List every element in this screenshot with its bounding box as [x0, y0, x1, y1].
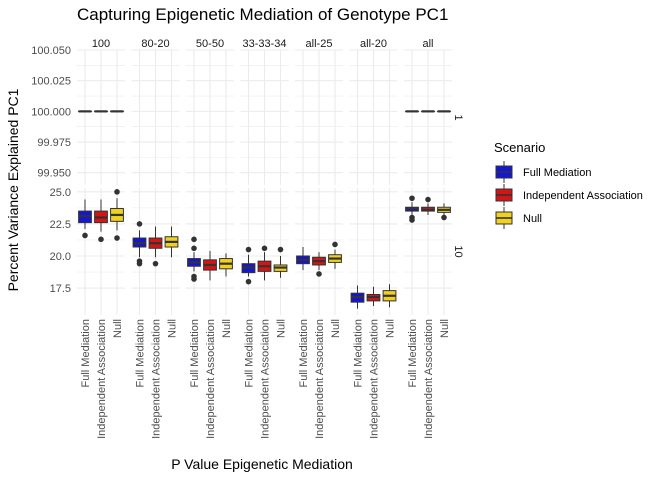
y-axis-title: Percent Variance Explained PC1	[5, 88, 21, 291]
legend-entry-label: Full Mediation	[523, 167, 591, 179]
x-tick-label: Independent Association	[96, 319, 108, 439]
x-tick-label: Null	[385, 319, 397, 338]
chart-title: Capturing Epigenetic Mediation of Genoty…	[77, 5, 448, 24]
box-outlier	[152, 260, 159, 267]
x-tick-label: Null	[167, 319, 179, 338]
x-tick-label: Independent Association	[369, 319, 381, 439]
x-tick-label: Full Mediation	[353, 319, 365, 387]
facet-column-label: 100	[92, 38, 110, 50]
legend: Scenario Full Mediation Independent Assoc…	[494, 140, 643, 229]
x-tick-label: Full Mediation	[189, 319, 201, 387]
facet-column-label: all-20	[360, 38, 387, 50]
x-tick-label: Null	[330, 319, 342, 338]
facet-column-label: all	[422, 38, 433, 50]
box-outlier	[82, 232, 88, 239]
box-outlier	[332, 241, 338, 248]
x-tick-label: Null	[276, 319, 288, 338]
y-tick-label: 20.0	[50, 251, 71, 263]
box-outlier	[136, 221, 143, 227]
panels-layer: 99.950 99.975 100.000 100.025 100.050 1 17.5 20…	[31, 38, 464, 439]
y-tick-label: 100.000	[31, 106, 71, 118]
legend-entry-label: Independent Association	[523, 190, 643, 202]
y-tick-label: 100.025	[31, 76, 71, 88]
legend-title: Scenario	[494, 140, 545, 155]
x-tick-label: Full Mediation	[135, 319, 147, 387]
x-axis-title: P Value Epigenetic Mediation	[171, 456, 353, 472]
facet-row-label: 1	[452, 114, 464, 120]
x-tick-label: Null	[439, 319, 451, 338]
box-outlier	[98, 236, 104, 243]
x-tick-label: Null	[221, 319, 233, 338]
x-tick-label: Null	[112, 319, 124, 338]
box-outlier	[114, 189, 120, 195]
box-outlier	[191, 276, 197, 282]
box-outlier	[191, 245, 197, 252]
box-outlier	[191, 236, 197, 243]
box-outlier	[261, 245, 268, 252]
facet-column-label: 33-33-34	[242, 38, 286, 50]
x-tick-label: Independent Association	[260, 319, 272, 439]
facet-row-label: 10	[452, 245, 464, 257]
x-tick-label: Full Mediation	[298, 319, 310, 387]
box-outlier	[277, 246, 284, 253]
x-tick-label: Independent Association	[314, 319, 326, 439]
legend-entry-label: Null	[523, 213, 542, 225]
box-outlier	[245, 278, 252, 285]
box-outlier	[409, 217, 415, 223]
y-tick-label: 99.950	[37, 168, 71, 180]
facet-column-label: 80-20	[141, 38, 169, 50]
box-outlier	[114, 235, 120, 241]
x-tick-label: Independent Association	[151, 319, 163, 439]
y-tick-label: 17.5	[50, 283, 71, 295]
facet-column-label: 50-50	[196, 38, 224, 50]
box-outlier	[136, 260, 143, 267]
x-tick-label: Full Mediation	[244, 319, 256, 387]
y-tick-label: 100.050	[31, 45, 71, 57]
x-tick-label: Full Mediation	[80, 319, 92, 387]
box-outlier	[316, 271, 322, 277]
x-tick-label: Independent Association	[205, 319, 217, 439]
box-outlier	[409, 195, 415, 202]
box-outlier	[425, 196, 431, 203]
x-tick-label: Full Mediation	[407, 319, 419, 387]
box-outlier	[245, 246, 252, 253]
y-tick-label: 22.5	[50, 219, 71, 231]
box-outlier	[441, 214, 447, 221]
y-tick-label: 99.975	[37, 137, 71, 149]
x-tick-label: Independent Association	[423, 319, 435, 439]
facet-column-label: all-25	[306, 38, 333, 50]
y-tick-label: 25.0	[50, 187, 71, 199]
